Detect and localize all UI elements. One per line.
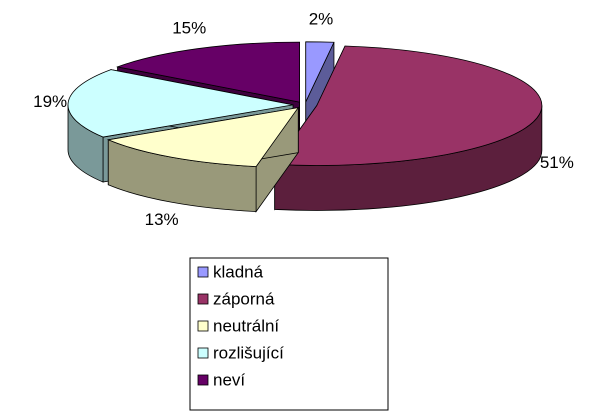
slice (305, 41, 335, 102)
legend-marker (197, 320, 209, 332)
legend-label: neví (213, 370, 245, 389)
slice (106, 107, 300, 167)
legend-label: záporná (213, 289, 275, 308)
legend-marker (197, 293, 209, 305)
legend-marker (197, 347, 209, 359)
pie (67, 41, 543, 213)
slice (273, 45, 543, 166)
data-label: 51% (540, 153, 574, 172)
data-label: 13% (145, 210, 179, 229)
legend-marker (197, 266, 209, 278)
legend-label: rozlišující (213, 343, 284, 362)
legend-label: neutrální (213, 316, 279, 335)
slice (67, 69, 294, 138)
legend-label: kladná (213, 262, 264, 281)
data-label: 19% (33, 92, 67, 111)
legend-marker (197, 374, 209, 386)
data-label: 15% (172, 19, 206, 38)
slice (116, 41, 300, 103)
legend-box (189, 257, 389, 411)
data-label: 2% (309, 10, 334, 29)
